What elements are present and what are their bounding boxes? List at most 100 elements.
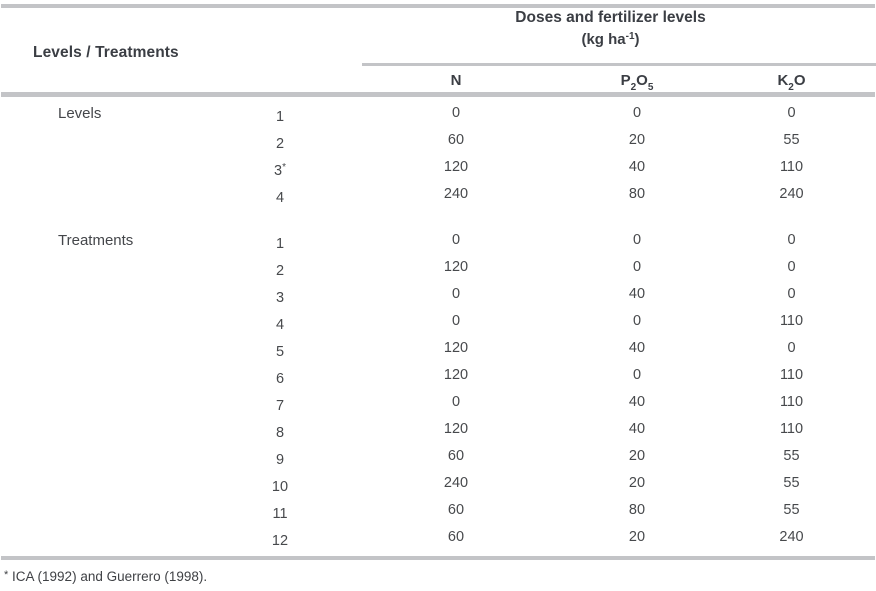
value-p2o5: 40: [628, 159, 646, 175]
row-number: 3: [275, 290, 285, 306]
footnote: * ICA (1992) and Guerrero (1998).: [4, 569, 207, 584]
group-rule: [362, 63, 876, 66]
table-row: 5 120 40 0: [0, 335, 876, 362]
section-label: [0, 443, 215, 470]
column-header-n: N: [450, 72, 462, 89]
column-header-k2o: K2O: [707, 71, 876, 98]
row-number-cell: 4: [215, 181, 345, 208]
value-p2o5: 80: [628, 186, 646, 202]
value-n: 60: [447, 529, 465, 545]
row-number: 1: [275, 109, 285, 125]
value-k2o: 55: [783, 448, 800, 464]
footnote-marker: *: [4, 569, 9, 581]
table-row: 11 60 80 55: [0, 497, 876, 524]
column-header-p2o5: P2O5: [567, 71, 707, 98]
section-label: [0, 497, 215, 524]
value-p2o5: 0: [632, 367, 642, 383]
row-number: 10: [271, 479, 289, 495]
value-p2o5: 20: [628, 132, 646, 148]
row-number-cell: 1: [215, 227, 345, 254]
row-number-cell: 5: [215, 335, 345, 362]
row-number: 1: [275, 236, 285, 252]
value-p2o5: 40: [628, 394, 646, 410]
value-n: 120: [443, 340, 469, 356]
table-row: Treatments 1 0 0 0: [0, 227, 876, 254]
k-sub-2: 2: [788, 82, 794, 93]
row-number-cell: 9: [215, 443, 345, 470]
value-k2o: 110: [779, 394, 804, 410]
header-separator-rule: [1, 92, 875, 97]
value-n: 120: [443, 421, 469, 437]
row-number-cell: 2: [215, 254, 345, 281]
value-p2o5: 40: [628, 340, 646, 356]
k-base: K: [777, 72, 789, 89]
section-label: [0, 335, 215, 362]
value-n: 240: [443, 186, 469, 202]
table-row: 2 60 20 55: [0, 127, 876, 154]
table-row: 9 60 20 55: [0, 443, 876, 470]
row-number: 5: [275, 344, 285, 360]
section-label: [0, 389, 215, 416]
value-k2o: 55: [783, 475, 800, 491]
value-k2o: 0: [787, 259, 796, 275]
value-k2o: 0: [787, 232, 796, 248]
value-n: 60: [447, 502, 465, 518]
value-k2o: 0: [787, 286, 796, 302]
table-row: 2 120 0 0: [0, 254, 876, 281]
value-p2o5: 20: [628, 475, 646, 491]
group-title: Doses and fertilizer levels: [515, 9, 706, 26]
unit-prefix: (kg ha: [581, 31, 626, 48]
value-p2o5: 20: [628, 529, 646, 545]
row-number-sup: *: [282, 162, 286, 173]
value-n: 0: [451, 286, 461, 302]
value-n: 120: [443, 367, 469, 383]
row-number: 4: [275, 317, 285, 333]
row-number-cell: 4: [215, 308, 345, 335]
column-headers: N P2O5 K2O: [345, 71, 876, 98]
row-number: 4: [275, 190, 285, 206]
value-k2o: 110: [779, 159, 804, 175]
table-row: 4 0 0 110: [0, 308, 876, 335]
value-n: 60: [447, 132, 465, 148]
section-label: [0, 127, 215, 154]
row-number-cell: 3: [215, 281, 345, 308]
row-number-cell: 6: [215, 362, 345, 389]
row-number-cell: 1: [215, 100, 345, 127]
table-row: 3* 120 40 110: [0, 154, 876, 181]
row-number-cell: 3*: [215, 154, 345, 181]
row-number-cell: 2: [215, 127, 345, 154]
row-number-cell: 8: [215, 416, 345, 443]
value-p2o5: 0: [632, 105, 642, 121]
group-header: Doses and fertilizer levels (kg ha-1) N …: [345, 8, 876, 98]
value-n: 0: [451, 313, 461, 329]
row-number-cell: 12: [215, 524, 345, 551]
section-label: [0, 362, 215, 389]
value-p2o5: 0: [632, 259, 642, 275]
unit-suffix: ): [634, 31, 640, 48]
value-p2o5: 40: [628, 286, 646, 302]
section-label: [0, 308, 215, 335]
table-row: 12 60 20 240: [0, 524, 876, 551]
p-sub-2: 2: [630, 82, 637, 93]
value-k2o: 55: [783, 132, 800, 148]
corner-header: Levels / Treatments: [33, 44, 179, 61]
value-p2o5: 0: [632, 313, 642, 329]
table-row: 8 120 40 110: [0, 416, 876, 443]
o-base-2: O: [793, 72, 806, 89]
row-number: 11: [272, 506, 288, 522]
table-row: Levels 1 0 0 0: [0, 100, 876, 127]
group-unit: (kg ha-1): [345, 28, 876, 49]
value-n: 120: [443, 159, 469, 175]
row-number-cell: 10: [215, 470, 345, 497]
table-row: 4 240 80 240: [0, 181, 876, 208]
value-k2o: 110: [779, 313, 804, 329]
section-label: [0, 154, 215, 181]
section-label: [0, 416, 215, 443]
value-n: 0: [451, 105, 461, 121]
section-label: [0, 281, 215, 308]
value-k2o: 110: [779, 367, 804, 383]
section-label: Levels: [58, 105, 102, 122]
value-n: 60: [447, 448, 465, 464]
section-spacer: [0, 208, 876, 227]
